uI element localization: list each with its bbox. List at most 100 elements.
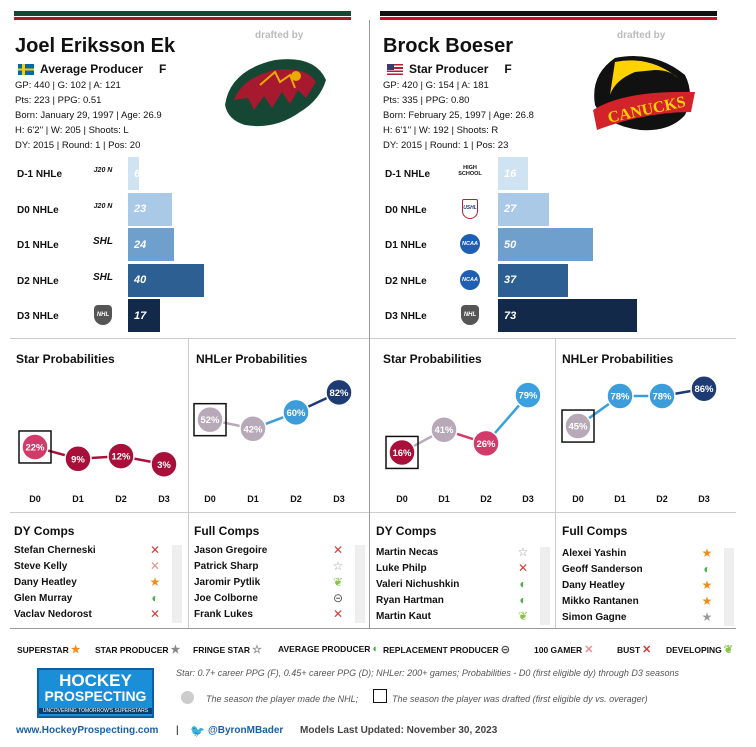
league-nhl-icon: NHL xyxy=(88,305,118,325)
nhle-row-label: D2 NHLe xyxy=(385,275,427,287)
section-divider xyxy=(10,628,736,629)
player-tier: Average Producer F xyxy=(18,62,166,76)
comp-player-name: Ryan Hartman xyxy=(376,595,444,606)
comp-player-name: Dany Heatley xyxy=(14,577,77,588)
left-stripe-green xyxy=(14,11,351,16)
nhle-bar-value: 27 xyxy=(504,203,517,215)
column-divider xyxy=(369,20,370,628)
league-shl-icon: SHL xyxy=(88,272,118,283)
prob-label: 86% xyxy=(694,384,714,395)
stat-line: Pts: 223 | PPG: 0.51 xyxy=(15,95,102,106)
prob-label: 79% xyxy=(518,391,538,402)
stat-line: Born: February 25, 1997 | Age: 26.8 xyxy=(383,110,534,121)
league-j20-n-icon: J20 N xyxy=(88,201,118,210)
comps-scroll-track[interactable] xyxy=(355,545,365,623)
nhle-bar: 37 xyxy=(498,263,569,297)
comp-player-name: Dany Heatley xyxy=(562,580,625,591)
comp-player-name: Luke Philp xyxy=(376,563,427,574)
prob-point xyxy=(64,445,92,473)
comp-outcome-icon: ⊝ xyxy=(332,591,344,605)
nhle-bar-value: 40 xyxy=(134,274,147,286)
legend-item: DEVELOPING ❦ xyxy=(666,643,733,656)
comp-outcome-icon: ★ xyxy=(701,610,713,624)
comps-scroll-track[interactable] xyxy=(172,545,182,623)
legend-label: SUPERSTAR xyxy=(17,644,69,655)
usa-flag-icon xyxy=(387,63,403,75)
minnesota-wild-logo-icon xyxy=(225,59,326,127)
x-axis-label: D1 xyxy=(247,494,259,504)
comps-title: Full Comps xyxy=(194,524,260,538)
player-position: F xyxy=(504,62,512,76)
prob-label: 12% xyxy=(111,452,131,463)
legend-icon: ★ xyxy=(170,644,181,656)
nhle-bar: 73 xyxy=(498,299,637,332)
prob-label: 41% xyxy=(434,425,454,436)
comp-outcome-icon: ◐ xyxy=(151,591,159,605)
player-tier-label: Star Producer xyxy=(409,62,489,76)
x-axis-label: D0 xyxy=(396,494,408,504)
gray-circle-icon xyxy=(181,691,194,704)
legend-icon: ❦ xyxy=(723,644,733,656)
nhle-row-label: D-1 NHLe xyxy=(385,169,431,180)
legend-label: AVERAGE PRODUCER xyxy=(278,644,371,654)
x-axis-label: D3 xyxy=(698,494,710,504)
nhle-row-label: D1 NHLe xyxy=(17,240,59,251)
prob-label: 78% xyxy=(610,392,630,403)
league-ushl-icon: USHL xyxy=(455,198,485,219)
prob-label: 22% xyxy=(25,442,45,453)
nhle-bar-value: 37 xyxy=(504,274,517,286)
stat-line: GP: 420 | G: 154 | A: 181 xyxy=(383,80,489,91)
comp-player-name: Jaromir Pytlik xyxy=(194,577,261,588)
comp-outcome-icon: ◐ xyxy=(519,577,527,591)
comps-scroll-track[interactable] xyxy=(540,547,550,625)
comp-player-name: Jason Gregoire xyxy=(194,545,268,556)
sweden-flag-icon xyxy=(18,63,34,75)
league-shl-icon: SHL xyxy=(88,236,118,247)
x-axis-label: D3 xyxy=(333,494,345,504)
legend-item: SUPERSTAR ★ xyxy=(17,643,81,656)
nhle-bar: 24 xyxy=(128,228,174,261)
x-axis-label: D0 xyxy=(204,494,216,504)
draft-season-marker xyxy=(193,402,227,437)
legend-item: REPLACEMENT PRODUCER ⊝ xyxy=(383,643,510,656)
last-updated: Models Last Updated: November 30, 2023 xyxy=(300,725,498,736)
prob-point xyxy=(196,405,224,434)
comps-scroll-track[interactable] xyxy=(724,548,734,626)
comp-outcome-icon: ✕ xyxy=(149,543,161,557)
twitter-icon[interactable]: 🐦 xyxy=(190,724,205,738)
stat-line: GP: 440 | G: 102 | A: 121 xyxy=(15,80,121,91)
x-axis-label: D3 xyxy=(522,494,534,504)
prob-point xyxy=(107,442,135,470)
x-axis-label: D0 xyxy=(572,494,584,504)
prob-point xyxy=(648,382,676,410)
comp-player-name: Frank Lukes xyxy=(194,609,253,620)
x-axis-label: D3 xyxy=(158,494,170,504)
player-position: F xyxy=(158,62,167,76)
brand-line2: PROSPECTING xyxy=(44,688,147,704)
prob-point xyxy=(430,415,458,444)
prob-point xyxy=(325,378,353,407)
twitter-handle[interactable]: @ByronMBader xyxy=(208,725,284,736)
legend-icon: ⊝ xyxy=(500,644,510,656)
website-link[interactable]: www.HockeyProspecting.com xyxy=(16,725,159,736)
stat-line: DY: 2015 | Round: 1 | Pos: 23 xyxy=(383,140,509,151)
comp-player-name: Steve Kelly xyxy=(14,561,68,572)
prob-point xyxy=(564,412,592,440)
nhle-row-label: D1 NHLe xyxy=(385,240,427,251)
prob-label: 26% xyxy=(476,439,496,450)
comp-player-name: Glen Murray xyxy=(14,593,73,604)
league-text: J20 N xyxy=(93,202,113,210)
right-stripe-red xyxy=(380,17,717,20)
comp-outcome-icon: ❦ xyxy=(517,609,529,623)
stat-line: H: 6'1'' | W: 192 | Shoots: R xyxy=(383,125,499,136)
column-divider xyxy=(555,338,556,628)
prob-point xyxy=(239,415,267,443)
x-axis-label: D2 xyxy=(656,494,668,504)
section-divider xyxy=(10,338,736,339)
legend-label: DEVELOPING xyxy=(666,644,722,655)
comp-outcome-icon: ☆ xyxy=(332,559,344,573)
right-stripe-black xyxy=(380,11,717,16)
comp-outcome-icon: ❦ xyxy=(332,575,344,589)
prob-point xyxy=(282,398,310,427)
nhle-bar: 16 xyxy=(498,157,529,190)
